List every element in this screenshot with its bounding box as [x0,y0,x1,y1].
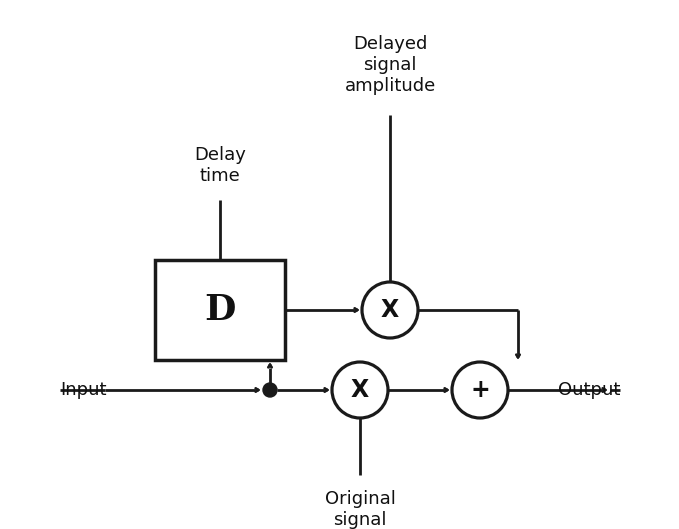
Text: D: D [204,293,236,327]
Circle shape [452,362,508,418]
Circle shape [263,383,277,397]
Text: X: X [381,298,399,322]
Text: X: X [351,378,369,402]
Text: +: + [470,378,490,402]
Text: Output: Output [557,381,620,399]
Circle shape [332,362,388,418]
Text: Delay
time: Delay time [194,146,246,185]
Text: Input: Input [60,381,107,399]
Bar [155,260,285,360]
Circle shape [362,282,418,338]
Text: Original
signal
amplitude: Original signal amplitude [314,490,405,529]
Text: Delayed
signal
amplitude: Delayed signal amplitude [344,35,436,95]
